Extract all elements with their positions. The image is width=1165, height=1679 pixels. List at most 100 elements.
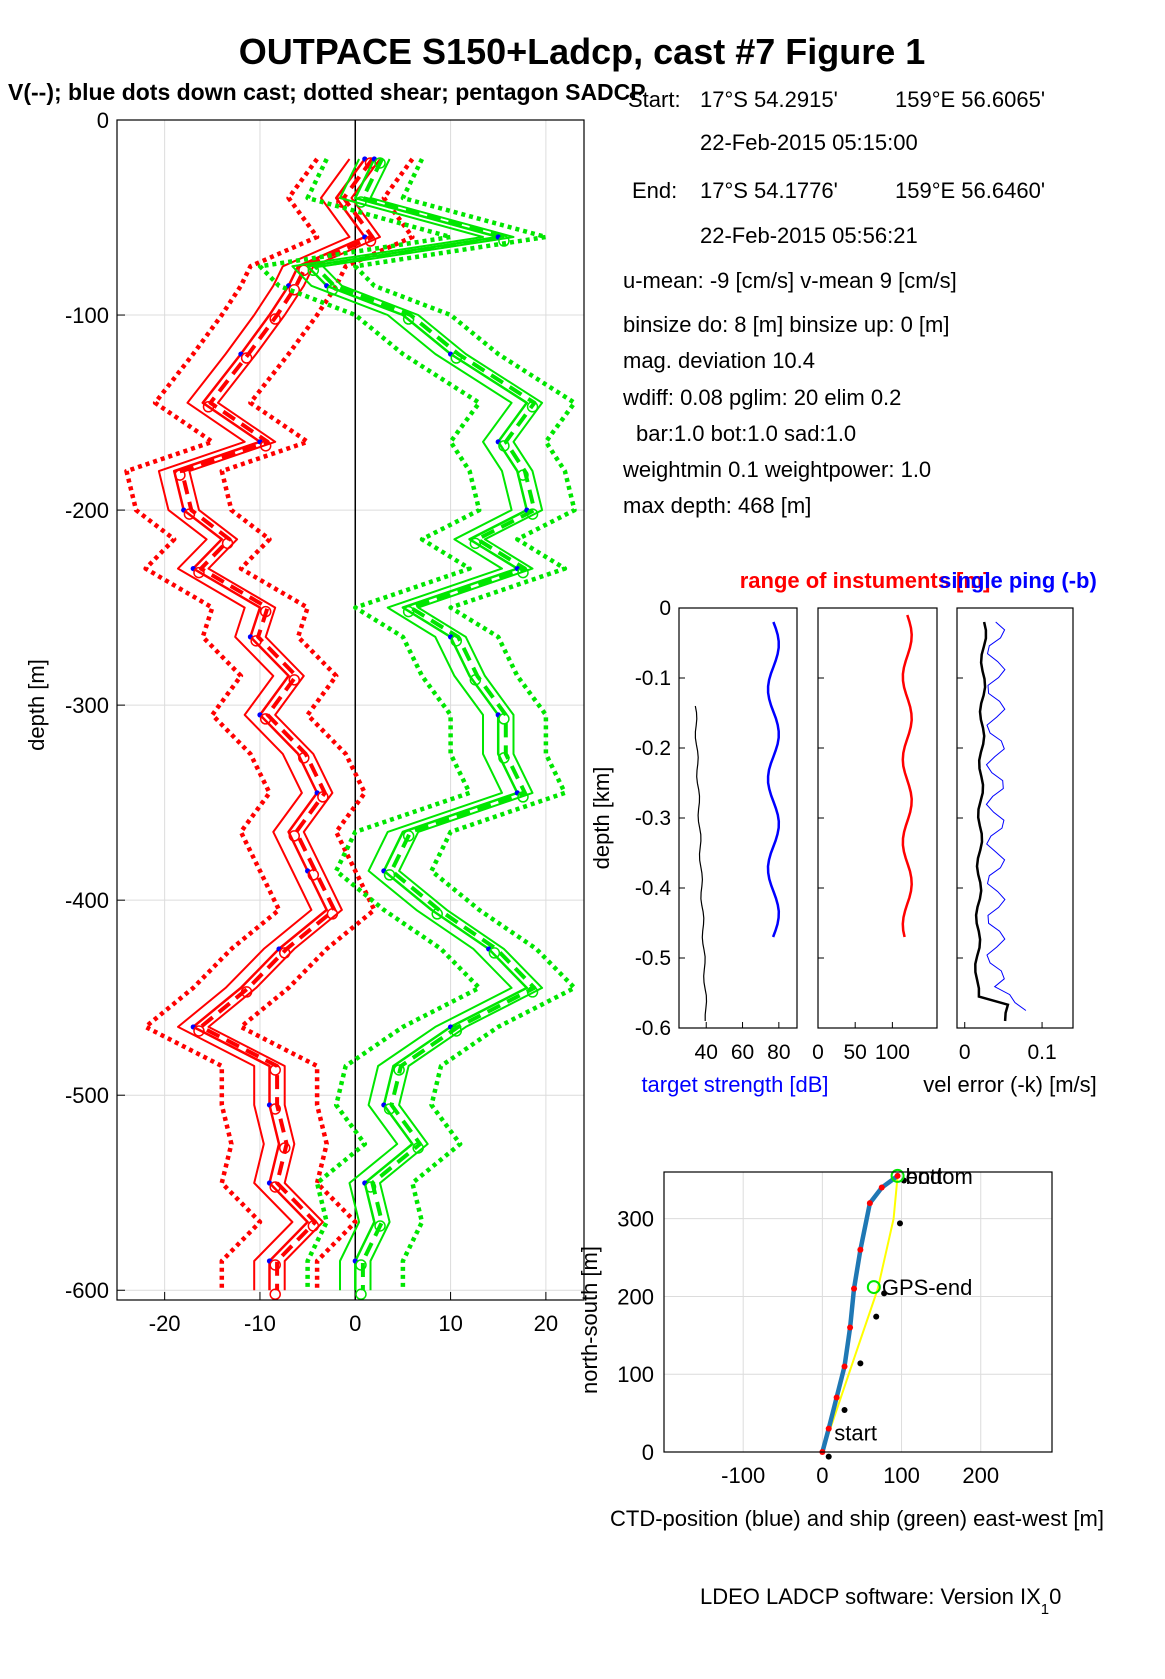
velocity-profile-chart: depth [m] -20 -10 0 10 200-100-200-300-400-5… [24, 108, 585, 1336]
pos-ylabel: north-south [m] [577, 1246, 602, 1394]
vel-error-line [974, 621, 1010, 1022]
sadcp-marker-v [431, 908, 443, 920]
bottom-marker [890, 1168, 905, 1183]
sadcp-marker-u [269, 313, 281, 325]
sadcp-marker-u [288, 830, 301, 842]
sadcp-marker-u [269, 1288, 281, 1300]
series-u-line [188, 158, 381, 1291]
figure-subtitle: V(--); blue dots down cast; dotted shear… [8, 79, 646, 105]
inst-xtick-label: 0 [812, 1041, 824, 1064]
range-line [901, 614, 913, 938]
sadcp-marker-u [240, 986, 253, 998]
ship-dot [896, 1220, 903, 1227]
software-version-end: 0 [1049, 1584, 1061, 1609]
inst-panel-frame [817, 607, 938, 1029]
sadcp-marker-v [498, 713, 510, 725]
sadcp-marker-v [393, 1064, 405, 1076]
sadcp-marker-u [269, 1064, 281, 1076]
ctd-dot [866, 1200, 873, 1207]
main-plot-frame [116, 119, 585, 1301]
sadcp-marker-u [307, 869, 320, 881]
end-lon: 159°E 56.6460' [895, 178, 1045, 203]
sadcp-marker-u [269, 1181, 281, 1193]
sadcp-marker-u [259, 605, 272, 618]
series-u-line [219, 157, 415, 1291]
inst-ytick-label: -0.2 [635, 737, 671, 760]
pos-ytick-label: 300 [617, 1207, 654, 1232]
start-time: 22-Feb-2015 05:15:00 [700, 130, 918, 155]
start-lat: 17°S 54.2915' [700, 87, 838, 112]
figure-title: OUTPACE S150+Ladcp, cast #7 Figure 1 [239, 31, 926, 72]
sadcp-marker-v [526, 401, 539, 413]
sadcp-marker-u [221, 537, 234, 550]
sadcp-marker-v [374, 157, 386, 169]
sadcp-marker-u [193, 566, 205, 579]
gps-end-label: GPS-end [882, 1275, 973, 1300]
end-time: 22-Feb-2015 05:56:21 [700, 223, 918, 248]
main-ytick-label: -500 [65, 1083, 109, 1108]
sadcp-marker-v [355, 1259, 367, 1271]
binsize: binsize do: 8 [m] binsize up: 0 [m] [623, 312, 950, 337]
range-title: range of instuments [m] [740, 568, 991, 593]
sadcp-marker-v [355, 196, 367, 208]
sadcp-marker-v [450, 1025, 463, 1037]
sadcp-marker-u [174, 469, 186, 481]
sadcp-marker-u [269, 1259, 281, 1271]
inst-xtick-label: 100 [875, 1041, 910, 1064]
end-label: End: [632, 178, 677, 203]
main-ylabel: depth [m] [24, 659, 49, 751]
inst-ytick-label: -0.6 [635, 1017, 671, 1040]
pos-plot-frame [663, 1171, 1053, 1453]
pos-ytick-label: 100 [617, 1362, 654, 1387]
sadcp-marker-v [488, 947, 501, 959]
ship-dot [825, 1453, 832, 1460]
inst-panel-frame [678, 607, 798, 1029]
mean-velocity: u-mean: -9 [cm/s] v-mean 9 [cm/s] [623, 268, 957, 293]
series-v-line [321, 158, 544, 1291]
ctd-dot [833, 1394, 840, 1401]
instrument-range-chart: range of instuments [m] single ping (-b)… [589, 568, 1097, 1097]
sadcp-marker-u [259, 440, 272, 452]
sadcp-marker-v [355, 1288, 367, 1300]
start-lon: 159°E 56.6065' [895, 87, 1045, 112]
ctd-dot [857, 1246, 864, 1253]
sadcp-marker-v [526, 508, 539, 520]
sadcp-marker-u [336, 196, 348, 208]
sadcp-marker-v [402, 830, 415, 842]
pos-xtick-label: 200 [962, 1463, 999, 1488]
pos-ytick-label: 200 [617, 1284, 654, 1309]
inst-xtick-label: 40 [695, 1041, 718, 1064]
target-strength-line [766, 621, 781, 938]
pos-xtick-label: -100 [721, 1463, 765, 1488]
ctd-dot [847, 1324, 854, 1331]
sadcp-marker-u [298, 752, 310, 764]
inst-xtick-label: 50 [844, 1041, 867, 1064]
inst-ylabel: depth [km] [589, 767, 614, 870]
ship-dot [881, 1290, 888, 1297]
sadcp-marker-u [288, 674, 301, 686]
sadcp-marker-u [202, 401, 215, 413]
main-ytick-label: -600 [65, 1278, 109, 1303]
main-ytick-label: -400 [65, 888, 109, 913]
ship-dot [841, 1407, 848, 1413]
ctd-track [820, 1174, 899, 1453]
ctd-dot [825, 1425, 832, 1432]
bar-bot-sad: bar:1.0 bot:1.0 sad:1.0 [636, 421, 856, 446]
inst-xtick-label: 80 [767, 1041, 790, 1064]
sadcp-marker-v [517, 791, 529, 803]
target-strength-label: target strength [dB] [641, 1072, 828, 1097]
software-version-text: LDEO LADCP software: Version IX [700, 1584, 1041, 1609]
sadcp-marker-v [517, 566, 529, 579]
sadcp-marker-u [278, 1142, 291, 1154]
sadcp-marker-v [374, 1220, 386, 1232]
series-v-line [353, 158, 577, 1291]
sadcp-marker-u [364, 235, 377, 247]
end-lat: 17°S 54.1776' [700, 178, 838, 203]
position-chart: CTD-position (blue) and ship (green) eas… [577, 1164, 1104, 1531]
main-ytick-label: -300 [65, 693, 109, 718]
start-label: Start: [628, 87, 681, 112]
ship-dot [857, 1360, 864, 1367]
sadcp-marker-v [326, 284, 339, 296]
single-ping-title: single ping (-b) [939, 568, 1097, 593]
sadcp-marker-v [383, 1103, 396, 1115]
